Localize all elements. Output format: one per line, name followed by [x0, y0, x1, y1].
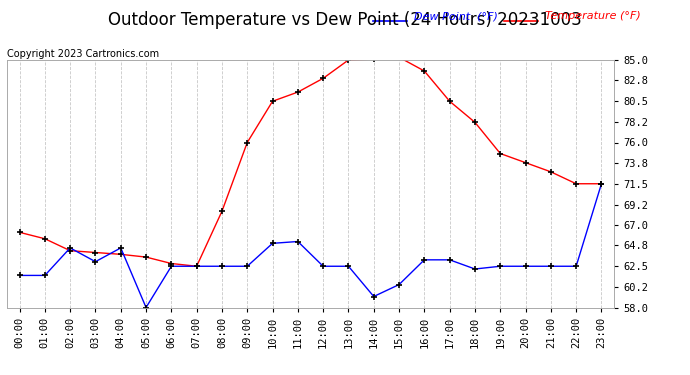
- Text: Dew Point  (°F): Dew Point (°F): [414, 11, 498, 21]
- Text: Outdoor Temperature vs Dew Point (24 Hours) 20231003: Outdoor Temperature vs Dew Point (24 Hou…: [108, 11, 582, 29]
- Text: Temperature (°F): Temperature (°F): [545, 11, 641, 21]
- Text: Copyright 2023 Cartronics.com: Copyright 2023 Cartronics.com: [7, 49, 159, 59]
